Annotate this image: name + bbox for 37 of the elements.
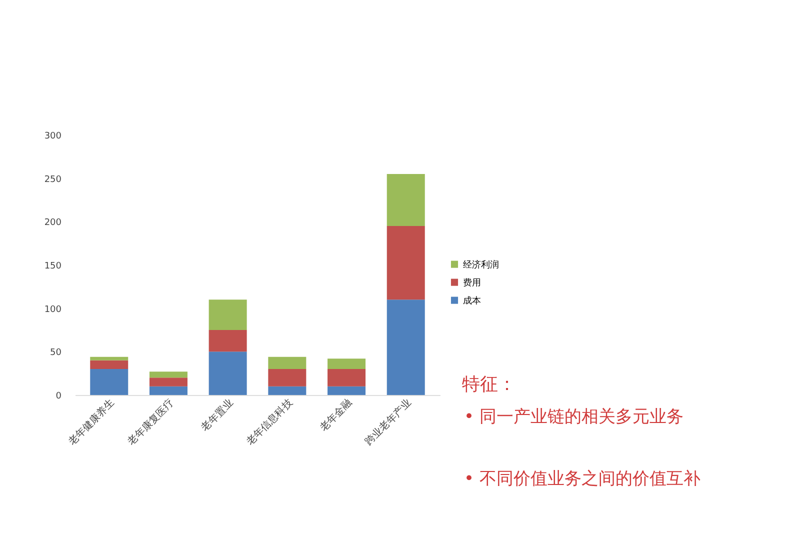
legend-label: 经济利润 — [463, 259, 499, 270]
text: • 同一产业链的相关多元业务 — [464, 407, 684, 427]
bar — [268, 369, 306, 386]
x-tick-label: 老年置业 — [198, 396, 236, 434]
bar — [149, 372, 188, 378]
bar — [386, 300, 425, 395]
y-tick-label: 300 — [44, 132, 62, 142]
bar — [90, 360, 128, 369]
x-tick-label: 跨业老年产业 — [362, 396, 414, 448]
bar — [90, 356, 128, 360]
bar — [208, 330, 247, 352]
bar — [386, 174, 425, 226]
y-tick-label: 150 — [44, 262, 62, 272]
legend-label: 成本 — [463, 295, 481, 306]
bar — [208, 352, 247, 395]
bar — [90, 369, 128, 395]
text: 特征： — [462, 374, 516, 395]
bar — [328, 369, 366, 386]
x-tick-label: 老年康复医疗 — [125, 396, 176, 448]
y-tick-label: 200 — [44, 218, 62, 228]
y-tick-label: 100 — [44, 304, 62, 315]
bar — [268, 386, 306, 395]
text: • 不同价值业务之间的价值互补 — [464, 469, 700, 489]
bar — [328, 386, 366, 395]
x-tick-label: 老年信息科技 — [244, 396, 295, 448]
bar — [328, 358, 366, 369]
y-tick-label: 50 — [50, 348, 62, 358]
bar — [149, 378, 188, 386]
y-tick-label: 250 — [44, 174, 62, 185]
y-tick-label: 0 — [56, 392, 62, 402]
bar — [208, 300, 247, 330]
bar — [149, 386, 188, 395]
legend-label: 费用 — [463, 277, 481, 288]
bar — [386, 226, 425, 300]
x-tick-label: 老年金融 — [318, 396, 354, 434]
bar — [268, 356, 306, 369]
x-tick-label: 老年健康养生 — [66, 396, 117, 448]
